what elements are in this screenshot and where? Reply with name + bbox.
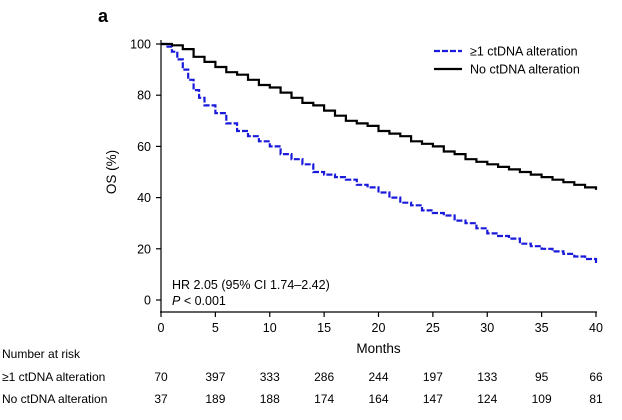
- p-value-text: P < 0.001: [172, 294, 226, 308]
- risk-cell: 66: [589, 370, 603, 384]
- risk-cell: 333: [260, 370, 280, 384]
- y-tick-label: 100: [130, 38, 151, 52]
- y-tick-label: 0: [144, 294, 151, 308]
- x-tick-label: 0: [158, 321, 165, 335]
- risk-cell: 81: [589, 392, 603, 406]
- risk-cell: 188: [260, 392, 280, 406]
- x-tick-label: 35: [535, 321, 549, 335]
- x-tick-label: 30: [480, 321, 494, 335]
- hazard-ratio-text: HR 2.05 (95% CI 1.74–2.42): [172, 278, 330, 292]
- risk-cell: 37: [154, 392, 168, 406]
- x-tick-label: 15: [317, 321, 331, 335]
- risk-cell: 164: [368, 392, 388, 406]
- risk-row-label: ≥1 ctDNA alteration: [2, 370, 105, 384]
- x-tick-label: 25: [426, 321, 440, 335]
- risk-cell: 286: [314, 370, 334, 384]
- y-tick-label: 20: [137, 242, 151, 256]
- risk-cell: 244: [368, 370, 388, 384]
- y-axis-title: OS (%): [104, 150, 119, 194]
- risk-cell: 147: [423, 392, 443, 406]
- series-line-no-ctdna-alteration: [161, 42, 598, 190]
- y-tick-label: 60: [137, 140, 151, 154]
- risk-row-label: No ctDNA alteration: [2, 392, 107, 406]
- risk-cell: 189: [205, 392, 225, 406]
- legend-label: ≥1 ctDNA alteration: [470, 45, 578, 59]
- p-value: < 0.001: [180, 294, 226, 308]
- axes: 0 20 40 60 80 100 0 5 10 15 20 25 30 35 40 Months OS (%): [104, 38, 603, 357]
- legend-label: No ctDNA alteration: [470, 63, 580, 77]
- risk-cell: 95: [535, 370, 549, 384]
- x-tick-label: 20: [372, 321, 386, 335]
- risk-cell: 197: [423, 370, 443, 384]
- risk-cell: 70: [154, 370, 168, 384]
- x-tick-label: 40: [589, 321, 603, 335]
- series-group: [161, 42, 598, 265]
- p-label: P: [172, 294, 181, 308]
- legend: ≥1 ctDNA alteration No ctDNA alteration: [434, 45, 580, 77]
- risk-cell: 174: [314, 392, 334, 406]
- risk-cell: 109: [532, 392, 552, 406]
- x-tick-label: 10: [263, 321, 277, 335]
- risk-cell: 124: [477, 392, 497, 406]
- series-line-ctdna-alteration: [161, 42, 598, 265]
- x-tick-label: 5: [212, 321, 219, 335]
- y-tick-label: 80: [137, 89, 151, 103]
- y-tick-label: 40: [137, 191, 151, 205]
- x-axis-title: Months: [356, 341, 401, 356]
- risk-table: Number at risk ≥1 ctDNA alteration 70 397 33…: [2, 347, 603, 406]
- panel-label: a: [98, 6, 109, 26]
- risk-table-title: Number at risk: [2, 347, 81, 361]
- risk-cell: 133: [477, 370, 497, 384]
- risk-cell: 397: [205, 370, 225, 384]
- annotation: HR 2.05 (95% CI 1.74–2.42) P < 0.001: [172, 278, 330, 308]
